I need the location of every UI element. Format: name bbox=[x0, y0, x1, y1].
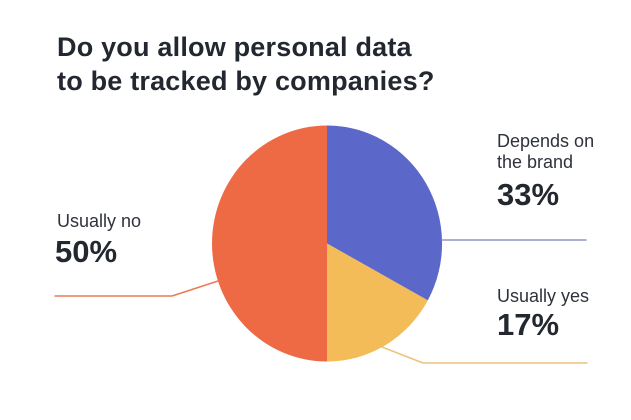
pie-slice-depends-on-the-brand bbox=[327, 125, 443, 301]
leader-line-usually-no bbox=[54, 280, 219, 297]
callout-value-depends-on-the-brand: 33% bbox=[497, 177, 560, 212]
callout-label-usually-yes: Usually yes bbox=[497, 286, 590, 306]
page-title: Do you allow personal data to be tracked… bbox=[57, 30, 435, 98]
leader-line-usually-yes bbox=[381, 346, 588, 364]
callout-label-depends-line2: the brand bbox=[497, 152, 574, 172]
callout-label-depends-on-the-brand: Depends on the brand bbox=[497, 131, 594, 173]
page-title-line2: to be tracked by companies? bbox=[57, 66, 435, 96]
page-title-line1: Do you allow personal data bbox=[57, 32, 412, 62]
callout-value-usually-no: 50% bbox=[55, 234, 118, 269]
pie-slice-usually-no bbox=[212, 125, 327, 362]
callout-label-depends-line1: Depends on bbox=[497, 131, 595, 151]
callout-value-usually-yes: 17% bbox=[497, 307, 560, 342]
pie-slice-usually-yes bbox=[327, 243, 428, 362]
callout-label-usually-no: Usually no bbox=[57, 211, 142, 231]
